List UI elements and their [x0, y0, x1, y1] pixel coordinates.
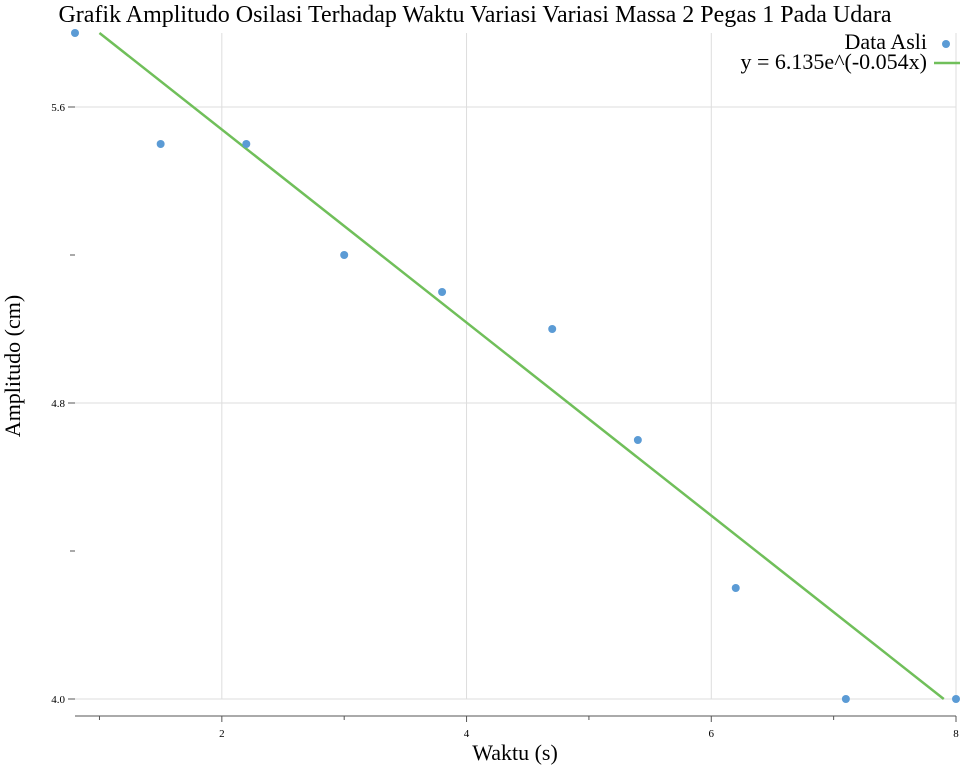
legend-label: y = 6.135e^(-0.054x) [741, 49, 927, 74]
data-point [841, 695, 850, 703]
x-tick-label: 8 [953, 728, 959, 740]
data-point [242, 140, 251, 148]
fit-line [98, 32, 945, 700]
legend-marker [942, 40, 950, 48]
legend-item: y = 6.135e^(-0.054x) [741, 49, 960, 74]
grid [75, 33, 957, 700]
x-tick-label: 2 [219, 728, 225, 740]
data-point [438, 288, 447, 296]
y-tick-label: 4.8 [51, 398, 65, 410]
x-tick-label: 4 [464, 728, 470, 740]
legend-item: Data Asli [845, 29, 950, 54]
legend-label: Data Asli [845, 29, 928, 54]
tick-marks: 2 4 6 8 4.0 4.8 5.6 [51, 102, 959, 740]
data-point [156, 140, 165, 148]
data-point [340, 251, 349, 259]
x-tick-label: 6 [709, 728, 715, 740]
y-tick-label: 5.6 [51, 102, 65, 114]
x-axis-label: Waktu (s) [472, 740, 558, 765]
plot-area [71, 29, 960, 703]
data-point [633, 436, 642, 444]
data-point [731, 584, 740, 592]
data-point [548, 325, 557, 333]
y-axis-label: Amplitudo (cm) [0, 295, 25, 437]
chart-title: Grafik Amplitudo Osilasi Terhadap Waktu … [58, 2, 891, 28]
data-point [952, 695, 960, 703]
y-tick-label: 4.0 [51, 694, 65, 706]
data-point [71, 29, 79, 37]
